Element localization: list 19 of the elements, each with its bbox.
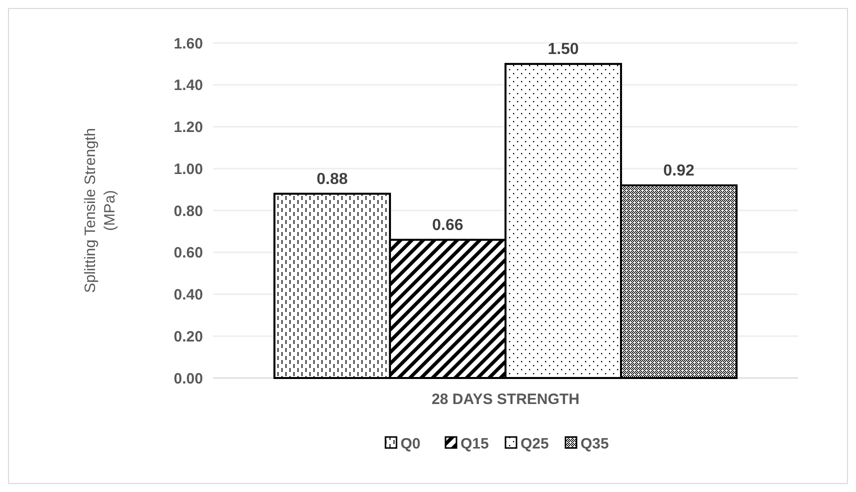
data-label: 1.50 bbox=[548, 40, 579, 58]
legend-label: Q25 bbox=[520, 435, 549, 452]
data-label: 0.88 bbox=[316, 170, 348, 188]
legend-label: Q15 bbox=[460, 435, 489, 452]
x-tick-label: 28 DAYS STRENGTH bbox=[432, 391, 580, 408]
y-tick-label: 0.00 bbox=[174, 370, 203, 388]
legend-label: Q35 bbox=[580, 435, 609, 452]
y-tick-label: 1.40 bbox=[174, 77, 203, 94]
y-tick-label: 0.20 bbox=[174, 328, 203, 346]
y-tick-label: 1.60 bbox=[174, 35, 203, 52]
y-tick-label: 0.60 bbox=[174, 244, 203, 262]
legend-label: Q0 bbox=[400, 435, 421, 452]
y-tick-label: 0.40 bbox=[174, 286, 203, 304]
y-axis-title: Splitting Tensile Strength (MPa) bbox=[82, 128, 118, 293]
y-tick-label: 1.20 bbox=[174, 119, 203, 136]
data-label: 0.66 bbox=[432, 216, 464, 234]
data-label: 0.92 bbox=[663, 162, 694, 180]
y-tick-label: 1.00 bbox=[174, 160, 203, 178]
y-tick-label: 0.80 bbox=[174, 202, 203, 220]
